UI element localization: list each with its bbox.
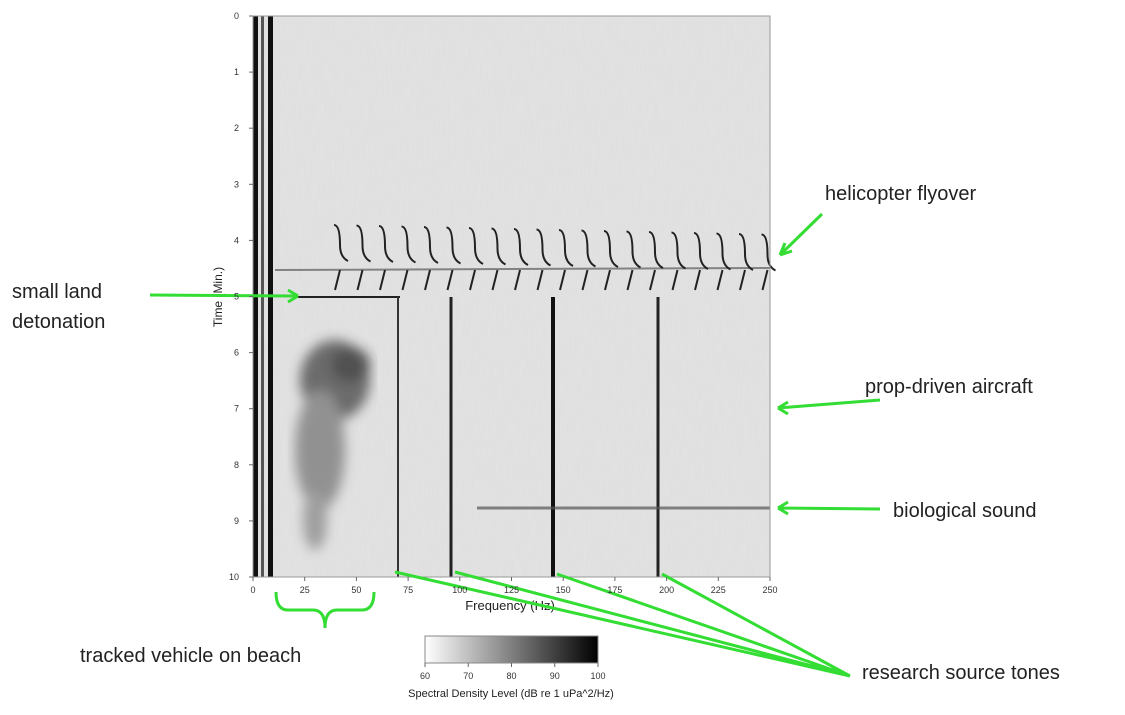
harmonic-hook (693, 232, 709, 291)
x-tick-label: 100 (452, 585, 467, 595)
harmonic-hook (626, 230, 641, 291)
harmonic-hook (356, 224, 371, 291)
y-tick-label: 9 (234, 516, 239, 526)
helicopter-harmonics (333, 224, 776, 291)
x-tick-label: 175 (607, 585, 622, 595)
harmonic-hook (378, 225, 394, 291)
x-tick-label: 150 (556, 585, 571, 595)
harmonic-hook (446, 226, 461, 291)
harmonic-hook (716, 232, 731, 291)
colorbar (424, 635, 599, 664)
y-tick-label: 0 (234, 11, 239, 21)
harmonic-hook (648, 231, 664, 291)
harmonic-hook (333, 224, 349, 291)
colorbar-tick-label: 70 (463, 671, 473, 681)
colorbar-tick-label: 100 (590, 671, 605, 681)
colorbar-tick-label: 60 (420, 671, 430, 681)
harmonic-hook (491, 227, 506, 291)
vehicle-noise (295, 340, 370, 550)
annotation: research source tones (862, 662, 1060, 684)
x-tick-label: 50 (351, 585, 361, 595)
annotation: detonation (12, 311, 105, 333)
y-tick-label: 2 (234, 123, 239, 133)
annotation: helicopter flyover (825, 183, 977, 205)
colorbar-label: Spectral Density Level (dB re 1 uPa^2/Hz… (408, 688, 614, 700)
x-tick-label: 75 (403, 585, 413, 595)
y-tick-label: 8 (234, 460, 239, 470)
harmonic-hook (536, 228, 551, 291)
annotation: tracked vehicle on beach (80, 645, 301, 667)
y-tick-label: 6 (234, 348, 239, 358)
harmonic-hook (513, 228, 529, 291)
x-axis-label: Frequency (Hz) (465, 598, 555, 613)
y-tick-label: 5 (234, 292, 239, 302)
annotation: prop-driven aircraft (865, 376, 1033, 398)
x-tick-label: 250 (762, 585, 777, 595)
annotation-arrows (149, 212, 881, 678)
harmonic-hook (738, 233, 754, 291)
x-tick-label: 200 (659, 585, 674, 595)
y-tick-label: 4 (234, 235, 239, 245)
harmonic-hook (603, 230, 619, 291)
x-tick-label: 25 (300, 585, 310, 595)
colorbar-tick-label: 80 (506, 671, 516, 681)
y-tick-label: 7 (234, 404, 239, 414)
x-tick-label: 0 (250, 585, 255, 595)
x-tick-label: 225 (711, 585, 726, 595)
annotation: small land (12, 281, 102, 303)
y-tick-label: 10 (229, 572, 239, 582)
spectrogram (252, 15, 776, 578)
y-tick-label: 1 (234, 67, 239, 77)
harmonic-hook (558, 229, 574, 291)
harmonic-hook (423, 226, 439, 291)
colorbar-tick-label: 90 (550, 671, 560, 681)
helicopter-band (274, 267, 771, 271)
harmonic-hook (761, 233, 776, 291)
annotation: biological sound (893, 500, 1036, 522)
y-axis-label: Time (Min.) (211, 267, 225, 327)
harmonic-hook (581, 229, 596, 291)
x-tick-label: 125 (504, 585, 519, 595)
harmonic-hook (671, 231, 686, 291)
harmonic-hook (468, 227, 484, 291)
y-tick-label: 3 (234, 179, 239, 189)
harmonic-hook (401, 225, 416, 291)
